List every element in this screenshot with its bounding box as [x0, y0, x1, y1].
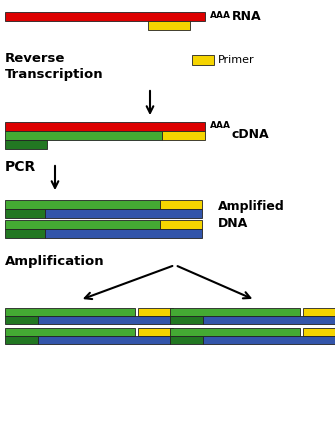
Text: AAA: AAA — [210, 122, 231, 131]
Text: RNA: RNA — [232, 9, 262, 22]
Bar — [5, 316, 38, 324]
Bar — [138, 328, 173, 336]
Text: Amplification: Amplification — [5, 255, 105, 268]
Bar — [5, 336, 38, 344]
Bar — [170, 316, 203, 324]
Bar — [5, 328, 135, 336]
Bar — [170, 308, 300, 316]
Bar — [170, 336, 203, 344]
Text: Primer: Primer — [218, 55, 255, 65]
Bar — [5, 12, 205, 21]
Bar — [303, 328, 335, 336]
Bar — [192, 55, 214, 65]
Bar — [38, 336, 170, 344]
Bar — [203, 336, 335, 344]
Text: Reverse
Transcription: Reverse Transcription — [5, 52, 104, 81]
Bar — [38, 316, 170, 324]
Bar — [5, 220, 160, 229]
Bar — [5, 229, 45, 238]
Text: Amplified
DNA: Amplified DNA — [218, 200, 285, 230]
Bar — [203, 316, 335, 324]
Bar — [148, 21, 190, 30]
Text: AAA: AAA — [210, 11, 231, 20]
Bar — [138, 308, 173, 316]
Bar — [5, 122, 205, 131]
Bar — [170, 328, 300, 336]
Bar — [5, 140, 47, 149]
Bar — [5, 209, 45, 218]
Bar — [303, 308, 335, 316]
Bar — [45, 229, 202, 238]
Bar — [5, 131, 162, 140]
Bar — [5, 200, 160, 209]
Text: cDNA: cDNA — [232, 128, 270, 140]
Bar — [160, 200, 202, 209]
Text: PCR: PCR — [5, 160, 36, 174]
Bar — [5, 308, 135, 316]
Bar — [160, 220, 202, 229]
Bar — [45, 209, 202, 218]
Bar — [162, 131, 205, 140]
